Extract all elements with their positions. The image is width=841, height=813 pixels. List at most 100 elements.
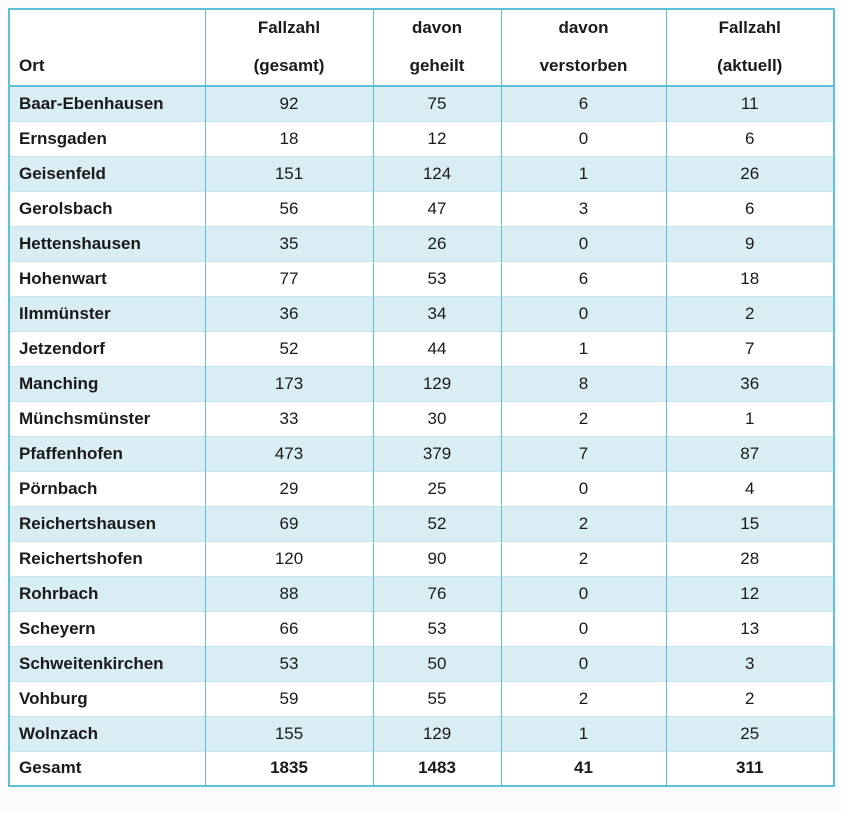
cell-value: 0 xyxy=(500,295,666,331)
cell-value: 0 xyxy=(500,470,666,506)
header-label: davon xyxy=(411,18,463,37)
header-label: Fallzahl xyxy=(718,18,781,37)
cell-value: 76 xyxy=(372,575,501,611)
cell-ort: Hohenwart xyxy=(9,260,205,296)
header-label: davon xyxy=(558,18,609,37)
cell-ort: Münchsmünster xyxy=(9,400,205,436)
cell-value: 2 xyxy=(500,505,666,541)
cell-ort: Pörnbach xyxy=(9,470,205,506)
cell-ort: Gerolsbach xyxy=(9,190,205,226)
cell-value: 1 xyxy=(500,715,666,751)
table-row: Reichertshausen 69 52 2 15 xyxy=(9,505,834,541)
cell-value: 129 xyxy=(372,715,501,751)
cell-value: 7 xyxy=(665,330,834,366)
table-row-total: Gesamt 1835 1483 41 311 xyxy=(9,750,834,786)
cell-value: 3 xyxy=(500,190,666,226)
table-header: Ort Fallzahl (gesamt) davon geheilt davo… xyxy=(9,9,834,87)
cell-value: 6 xyxy=(500,260,666,296)
cell-value: 9 xyxy=(665,225,834,261)
cell-value: 379 xyxy=(372,435,501,471)
cell-value: 18 xyxy=(665,260,834,296)
cell-value: 55 xyxy=(372,680,501,716)
cell-value: 2 xyxy=(665,295,834,331)
cell-value: 129 xyxy=(372,365,501,401)
table-row: Manching 173 129 8 36 xyxy=(9,365,834,401)
cell-value: 120 xyxy=(204,540,373,576)
cell-ort: Geisenfeld xyxy=(9,155,205,191)
table-row: Schweitenkirchen 53 50 0 3 xyxy=(9,645,834,681)
cell-value: 66 xyxy=(204,610,373,646)
cell-value: 28 xyxy=(665,540,834,576)
cell-value: 6 xyxy=(665,120,834,156)
table-row: Pörnbach 29 25 0 4 xyxy=(9,470,834,506)
cell-value: 53 xyxy=(372,610,501,646)
cell-value: 2 xyxy=(500,540,666,576)
cell-value: 26 xyxy=(665,155,834,191)
cell-value: 12 xyxy=(372,120,501,156)
cell-value: 2 xyxy=(665,680,834,716)
cell-value: 2 xyxy=(500,680,666,716)
cases-table-container: Ort Fallzahl (gesamt) davon geheilt davo… xyxy=(8,8,835,787)
cell-value: 13 xyxy=(665,610,834,646)
table-row: Baar-Ebenhausen 92 75 6 11 xyxy=(9,85,834,121)
cell-value: 151 xyxy=(204,155,373,191)
cell-value: 35 xyxy=(204,225,373,261)
cell-ort: Vohburg xyxy=(9,680,205,716)
cell-ort: Wolnzach xyxy=(9,715,205,751)
table-row: Hohenwart 77 53 6 18 xyxy=(9,260,834,296)
header-label: Ort xyxy=(19,56,45,75)
cell-ort: Manching xyxy=(9,365,205,401)
cell-value: 36 xyxy=(204,295,373,331)
cell-value: 0 xyxy=(500,225,666,261)
cell-value: 2 xyxy=(500,400,666,436)
cell-value: 77 xyxy=(204,260,373,296)
cell-value: 6 xyxy=(500,85,666,121)
cell-value: 25 xyxy=(665,715,834,751)
cell-value: 52 xyxy=(372,505,501,541)
cell-value: 1835 xyxy=(204,750,373,786)
cell-value: 173 xyxy=(204,365,373,401)
cell-value: 44 xyxy=(372,330,501,366)
header-label: (aktuell) xyxy=(717,56,783,75)
cell-value: 36 xyxy=(665,365,834,401)
cell-value: 7 xyxy=(500,435,666,471)
cell-ort: Schweitenkirchen xyxy=(9,645,205,681)
cell-value: 12 xyxy=(665,575,834,611)
cell-value: 11 xyxy=(665,85,834,121)
table-row: Wolnzach 155 129 1 25 xyxy=(9,715,834,751)
cell-value: 26 xyxy=(372,225,501,261)
header-davon-verstorben: davon verstorben xyxy=(500,9,666,87)
cases-table: Ort Fallzahl (gesamt) davon geheilt davo… xyxy=(8,8,835,787)
cell-value: 0 xyxy=(500,575,666,611)
cell-ort: Scheyern xyxy=(9,610,205,646)
table-row: Ernsgaden 18 12 0 6 xyxy=(9,120,834,156)
cell-value: 41 xyxy=(500,750,666,786)
cell-value: 18 xyxy=(204,120,373,156)
header-fallzahl-aktuell: Fallzahl (aktuell) xyxy=(665,9,834,87)
cell-value: 0 xyxy=(500,120,666,156)
table-row: Gerolsbach 56 47 3 6 xyxy=(9,190,834,226)
header-davon-geheilt: davon geheilt xyxy=(372,9,501,87)
cell-value: 1 xyxy=(665,400,834,436)
table-row: Reichertshofen 120 90 2 28 xyxy=(9,540,834,576)
table-row: Rohrbach 88 76 0 12 xyxy=(9,575,834,611)
cell-ort: Hettenshausen xyxy=(9,225,205,261)
cell-value: 155 xyxy=(204,715,373,751)
cell-ort: Ilmmünster xyxy=(9,295,205,331)
table-row: Münchsmünster 33 30 2 1 xyxy=(9,400,834,436)
cell-value: 8 xyxy=(500,365,666,401)
header-label: verstorben xyxy=(539,56,628,75)
cell-ort: Reichertshausen xyxy=(9,505,205,541)
cell-value: 88 xyxy=(204,575,373,611)
cell-value: 3 xyxy=(665,645,834,681)
table-row: Pfaffenhofen 473 379 7 87 xyxy=(9,435,834,471)
cell-value: 1 xyxy=(500,155,666,191)
cell-value: 1483 xyxy=(372,750,501,786)
cell-value: 1 xyxy=(500,330,666,366)
cell-value: 56 xyxy=(204,190,373,226)
table-row: Scheyern 66 53 0 13 xyxy=(9,610,834,646)
table-row: Geisenfeld 151 124 1 26 xyxy=(9,155,834,191)
cell-ort: Ernsgaden xyxy=(9,120,205,156)
table-row: Jetzendorf 52 44 1 7 xyxy=(9,330,834,366)
header-row: Ort Fallzahl (gesamt) davon geheilt davo… xyxy=(9,9,834,87)
